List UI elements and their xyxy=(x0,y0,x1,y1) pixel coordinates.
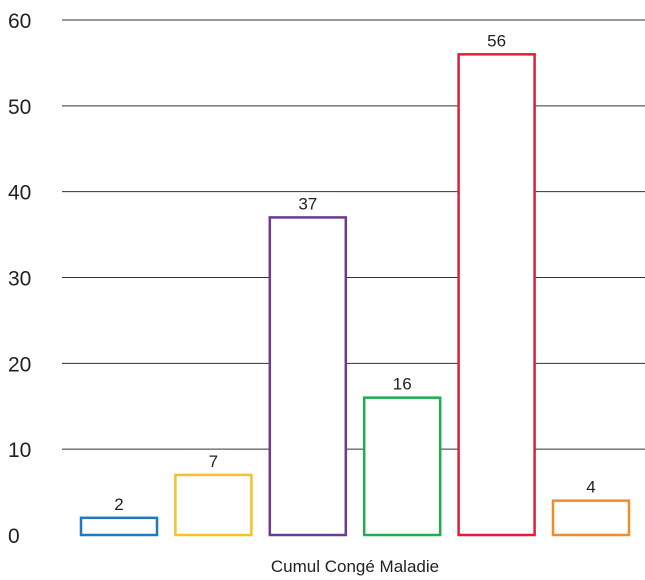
y-tick-label: 30 xyxy=(8,268,31,291)
data-label-background xyxy=(380,372,425,395)
y-tick-label: 50 xyxy=(8,96,31,119)
bar xyxy=(457,53,536,537)
data-label-background xyxy=(285,192,330,215)
y-tick-label: 0 xyxy=(8,525,20,548)
bars xyxy=(79,53,631,537)
y-axis-ticks: 0 10 20 30 40 50 60 xyxy=(8,10,31,548)
x-axis-label: Cumul Congé Maladie xyxy=(271,557,439,576)
data-label: 2 xyxy=(114,495,123,514)
bar xyxy=(79,516,159,537)
data-label-background xyxy=(474,29,519,52)
bar xyxy=(268,216,348,537)
data-labels: 2 7 37 16 56 4 xyxy=(97,29,613,515)
y-tick-label: 40 xyxy=(8,182,31,205)
data-label: 7 xyxy=(209,452,218,471)
bar xyxy=(362,396,442,537)
bar xyxy=(174,473,253,537)
data-label: 37 xyxy=(298,194,317,213)
data-label: 4 xyxy=(586,478,595,497)
data-label-background xyxy=(191,449,236,472)
data-label: 16 xyxy=(393,375,412,394)
y-tick-label: 60 xyxy=(8,10,31,33)
y-tick-label: 20 xyxy=(8,353,31,376)
gridlines xyxy=(62,19,645,450)
bar xyxy=(551,499,631,537)
y-tick-label: 10 xyxy=(8,439,31,462)
data-label-background xyxy=(569,475,613,498)
data-label-background xyxy=(97,492,141,515)
data-label: 56 xyxy=(487,31,506,50)
